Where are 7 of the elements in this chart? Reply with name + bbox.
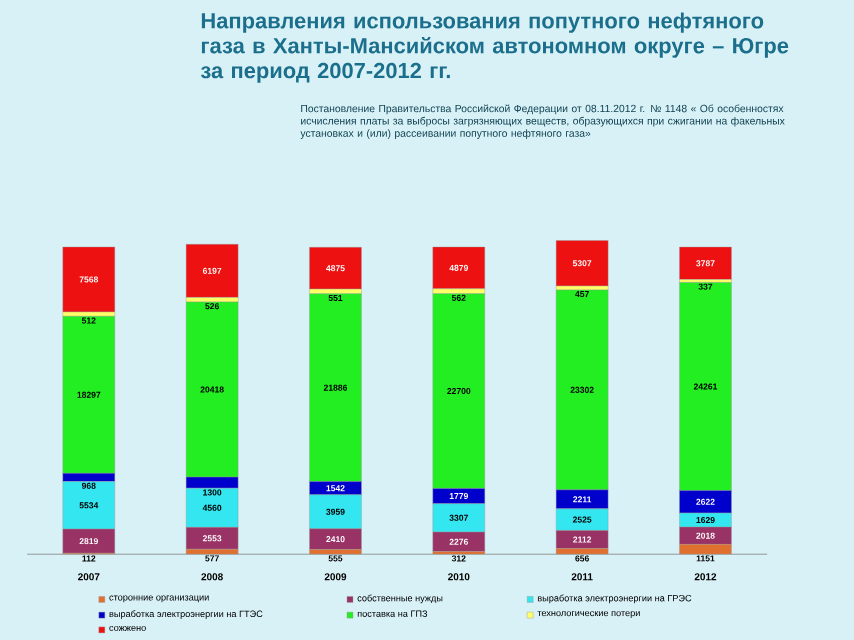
bar [555,240,609,287]
bar [62,316,115,474]
bar [62,246,115,313]
chart-title: Направления использования попутного нефтяного газа в Ханты-Мансийском автономном округе – Югре за период 2007-2012 гг. [200,12,789,83]
bar [185,244,239,298]
bar [432,246,485,290]
bar [309,247,362,290]
